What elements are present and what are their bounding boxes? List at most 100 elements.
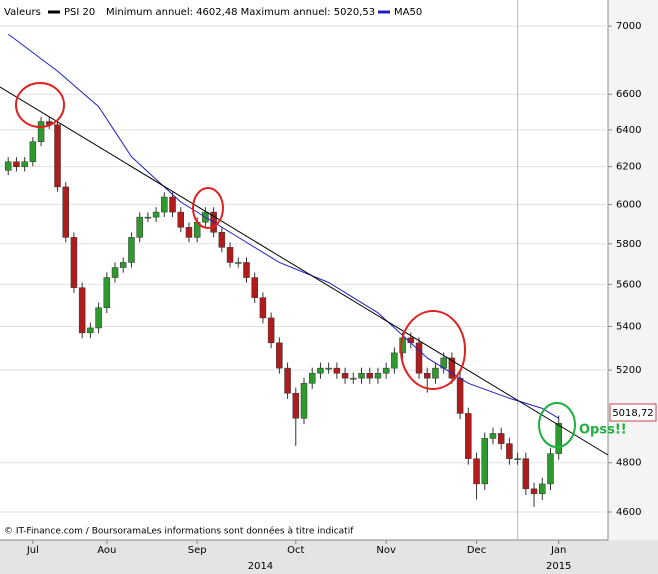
candle-body <box>62 186 69 238</box>
candle-body <box>267 317 275 344</box>
candle-body <box>185 227 193 238</box>
candle-body <box>54 124 61 188</box>
candle-body <box>358 372 365 379</box>
candle-body <box>415 342 423 374</box>
trend-line <box>0 86 609 456</box>
last-price: 5018,72 <box>612 408 653 419</box>
candle-body <box>235 262 242 264</box>
candle-body <box>103 277 111 308</box>
axis-band <box>0 540 658 574</box>
candle-body <box>95 307 102 329</box>
candle-body <box>111 267 119 278</box>
candle-body <box>530 488 538 495</box>
x-tick-label: Sep <box>188 545 207 556</box>
y-tick-label: 6200 <box>616 162 641 173</box>
candle-body <box>317 367 324 374</box>
candle-body <box>161 196 168 213</box>
candle-body <box>300 383 308 419</box>
highlight-circle <box>192 187 224 229</box>
marks <box>4 33 562 507</box>
candle-body <box>78 287 86 334</box>
candle-body <box>391 352 398 369</box>
candle-body <box>292 393 300 419</box>
x-tick-label: Jul <box>26 545 39 556</box>
y-tick-label: 6600 <box>616 89 641 100</box>
year-label: 2014 <box>248 561 273 572</box>
candle-body <box>473 458 480 485</box>
candle-body <box>341 372 349 379</box>
y-tick-label: 4800 <box>616 458 641 469</box>
candle-body <box>37 121 45 142</box>
candle-body <box>539 483 546 495</box>
highlight-circle <box>538 402 576 448</box>
header-label: Valeurs <box>4 7 41 18</box>
candle-body <box>514 458 521 460</box>
candle-body <box>465 413 472 459</box>
candle-body <box>481 438 489 485</box>
annotation: Opss!! <box>579 423 627 438</box>
y-tick-label: 5400 <box>616 321 641 332</box>
candle-body <box>506 443 513 459</box>
candle-body <box>152 211 160 218</box>
candle-body <box>169 196 176 213</box>
x-tick-label: Jan <box>550 545 566 556</box>
y-tick-label: 4600 <box>616 507 641 518</box>
x-tick-label: Nov <box>376 545 396 556</box>
candle-body <box>128 237 135 263</box>
highlight-circle <box>400 310 466 390</box>
y-tick-label: 5200 <box>616 365 641 376</box>
grid <box>0 0 612 544</box>
candle-body <box>259 297 267 319</box>
year-label: 2015 <box>546 561 571 572</box>
y-tick-label: 5800 <box>616 239 641 250</box>
candle-body <box>13 161 20 168</box>
candle-body <box>456 377 464 414</box>
last-price-box <box>609 403 657 422</box>
highlight-circle <box>15 82 65 128</box>
candle-body <box>276 342 283 369</box>
candle-body <box>547 453 554 485</box>
y-tick-label: 6400 <box>616 125 641 136</box>
y-tick-label: 6000 <box>616 200 641 211</box>
candle-body <box>243 262 250 278</box>
candle-body <box>308 372 316 384</box>
candle-body <box>144 216 152 219</box>
candle-body <box>251 277 258 298</box>
candle-body <box>136 216 143 238</box>
candle-body <box>432 367 439 379</box>
candle-body <box>87 327 94 334</box>
candle-body <box>333 367 341 374</box>
candle-body <box>555 423 562 454</box>
candle-body <box>4 161 12 171</box>
candle-body <box>226 247 234 263</box>
candle-body <box>497 433 505 444</box>
header-range: Minimum annuel: 4602,48 Maximum annuel: … <box>106 7 375 18</box>
candle-body <box>70 237 78 288</box>
candle-body <box>382 367 390 374</box>
x-tick-label: Oct <box>287 545 304 556</box>
candle-body <box>522 458 530 490</box>
legend-entry: MA50 <box>394 7 422 18</box>
y-axis-band <box>608 0 658 540</box>
candle-body <box>119 262 127 268</box>
candle-body <box>423 372 431 379</box>
x-tick-label: Aou <box>97 545 116 556</box>
candle-body <box>448 357 456 379</box>
x-tick-label: Dec <box>467 545 486 556</box>
candle-body <box>177 211 185 228</box>
candle-body <box>489 433 497 439</box>
candle-body <box>325 367 332 370</box>
candle-body <box>218 231 226 248</box>
candle-body <box>21 161 28 168</box>
candle-body <box>284 367 291 394</box>
y-tick-label: 7000 <box>616 21 641 32</box>
legend-entry: PSI 20 <box>64 7 95 18</box>
ma-line <box>7 33 559 419</box>
candle-body <box>374 372 382 379</box>
y-tick-label: 5600 <box>616 279 641 290</box>
footer: © IT-Finance.com / BoursoramaLes informa… <box>4 526 354 537</box>
candle-body <box>366 372 373 379</box>
candle-body <box>350 377 357 380</box>
candle-body <box>29 141 37 162</box>
